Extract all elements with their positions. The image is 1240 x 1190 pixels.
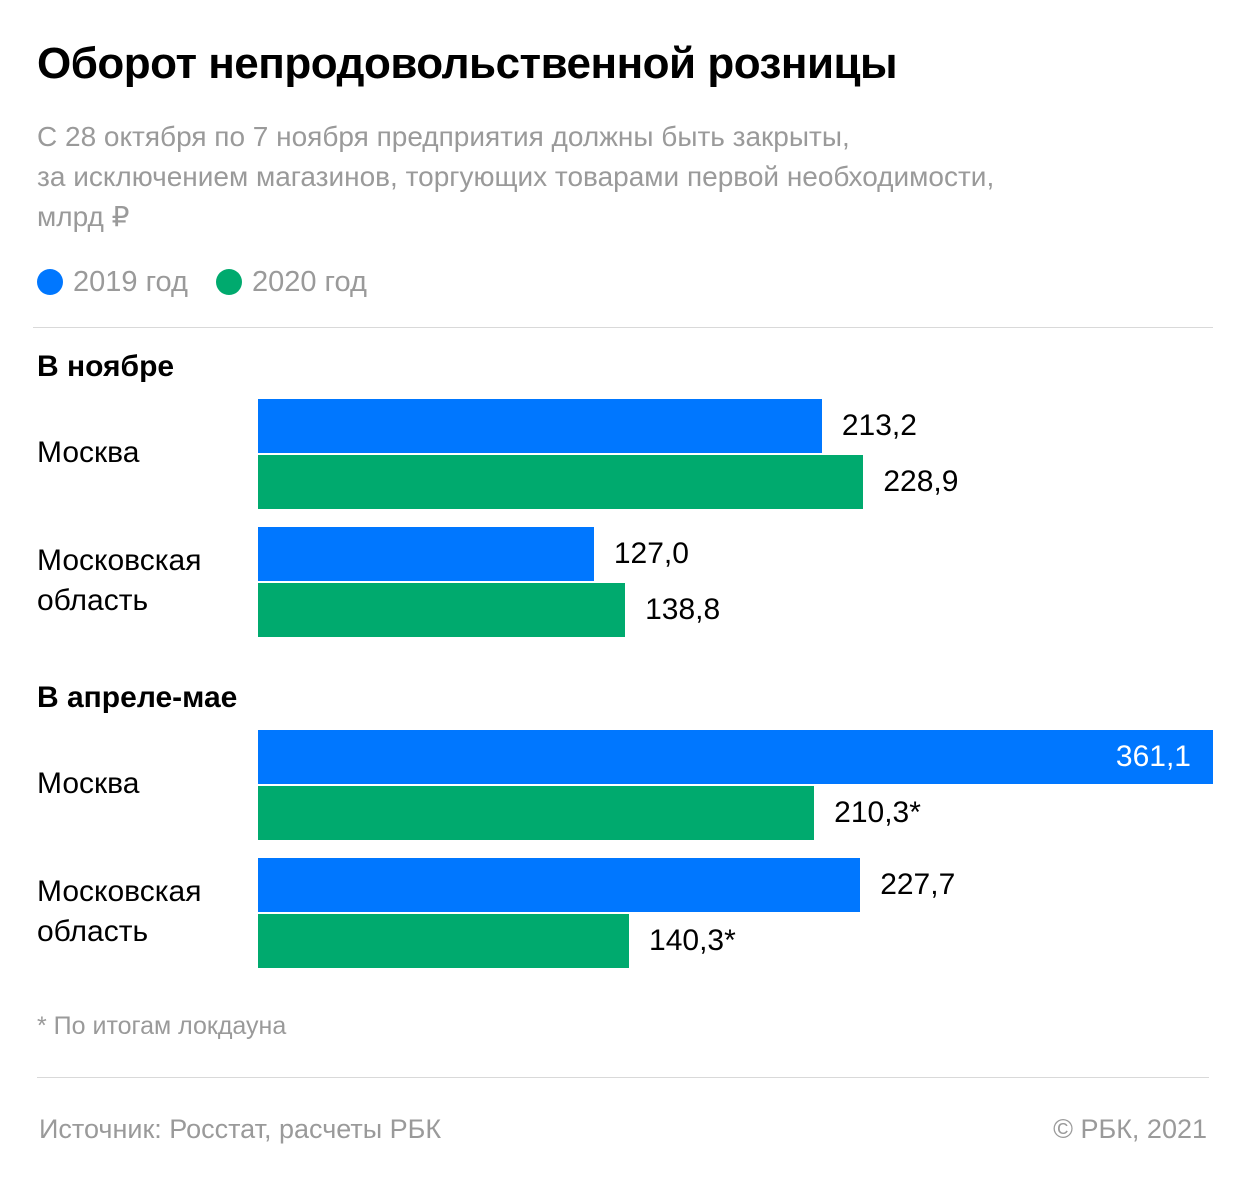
section-title: В ноябре (37, 350, 175, 383)
bar-value-label: 210,3* (834, 796, 921, 829)
divider-bottom (37, 1077, 1209, 1078)
row-label: Москва (37, 767, 140, 800)
subtitle-line: С 28 октября по 7 ноября предприятия дол… (37, 121, 850, 152)
chart-title: Оборот непродовольственной розницы (37, 39, 898, 88)
bar-2020 (258, 455, 864, 509)
legend-item-2019: 2019 год (37, 266, 188, 299)
legend-label-2019: 2019 год (73, 265, 188, 298)
row-label: Московская область (37, 875, 202, 948)
section-title: В апреле-мае (37, 681, 238, 714)
bar-value-label: 227,7 (880, 868, 956, 901)
legend-label-2020: 2020 год (251, 265, 367, 298)
bar-value-label: 138,8 (645, 593, 721, 626)
subtitle-line: за исключением магазинов, торгующих това… (37, 161, 995, 192)
bar-2020 (258, 914, 630, 968)
bar-2020 (258, 583, 626, 637)
bar-2019 (258, 858, 861, 912)
bar-value-label: 213,2 (841, 409, 917, 442)
bar-2019 (258, 730, 1213, 784)
source-text: Источник: Росстат, расчеты РБК (39, 1114, 442, 1144)
bar-2020 (258, 786, 815, 840)
copyright-text: © РБК, 2021 (1053, 1114, 1207, 1144)
bar-value-label: 127,0 (613, 537, 689, 570)
legend-dot-2020 (215, 269, 242, 295)
bar-value-label: 228,9 (883, 465, 959, 498)
chart-subtitle: С 28 октября по 7 ноября предприятия дол… (37, 117, 1217, 237)
legend-dot-2019 (37, 269, 63, 295)
footnote: * По итогам локдауна (37, 1012, 287, 1040)
row-label: Москва (37, 436, 140, 469)
bar-value-label: 361,1 (1115, 740, 1191, 773)
divider-top (33, 327, 1213, 328)
row-label: Московская область (37, 544, 202, 617)
bar-value-label: 140,3* (649, 924, 736, 957)
legend: 2019 год 2020 год (37, 262, 395, 302)
bar-2019 (258, 527, 594, 581)
subtitle-line: млрд ₽ (37, 201, 130, 232)
legend-item-2020: 2020 год (215, 265, 367, 299)
bar-2019 (258, 399, 822, 453)
